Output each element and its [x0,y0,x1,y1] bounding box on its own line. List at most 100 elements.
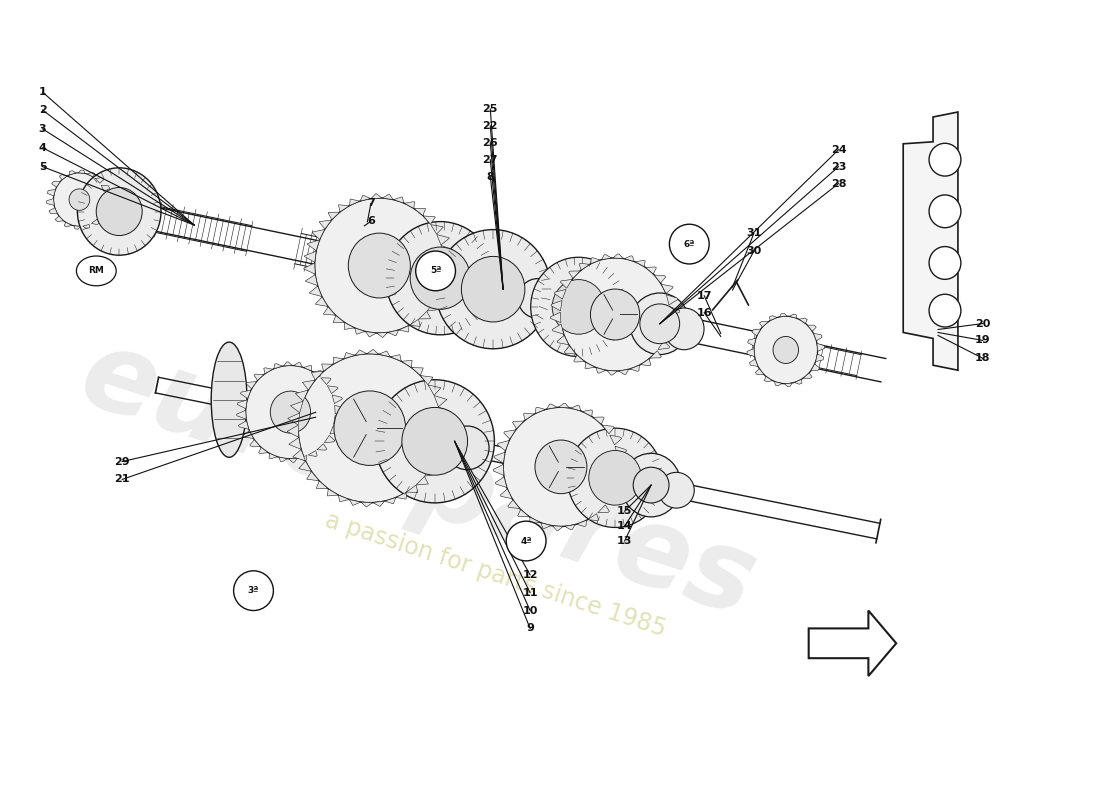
Polygon shape [312,370,322,377]
Polygon shape [807,325,816,331]
Ellipse shape [233,571,274,610]
Polygon shape [784,383,792,386]
Polygon shape [748,338,756,346]
Ellipse shape [315,198,444,333]
Polygon shape [236,410,246,419]
Polygon shape [613,254,623,258]
Text: 4ª: 4ª [520,537,532,546]
Polygon shape [407,485,418,493]
Polygon shape [350,199,360,206]
Polygon shape [552,324,563,334]
Polygon shape [409,319,420,326]
Ellipse shape [375,380,494,503]
Ellipse shape [416,251,455,290]
Ellipse shape [560,258,670,371]
Polygon shape [288,458,297,462]
Polygon shape [668,318,679,329]
Polygon shape [606,494,618,504]
Ellipse shape [410,247,471,310]
Polygon shape [238,400,248,409]
Polygon shape [646,267,657,274]
Text: 13: 13 [617,536,632,546]
Polygon shape [59,174,67,180]
Polygon shape [243,430,253,438]
Polygon shape [541,522,551,529]
Polygon shape [636,260,645,266]
Polygon shape [752,329,761,336]
Polygon shape [513,421,524,429]
Ellipse shape [402,407,468,475]
Polygon shape [396,492,406,499]
Polygon shape [328,386,338,394]
Polygon shape [287,425,299,438]
Polygon shape [903,112,958,370]
Polygon shape [344,353,355,358]
Polygon shape [799,318,807,323]
Text: eurospares: eurospares [68,320,769,639]
Polygon shape [431,455,444,466]
Polygon shape [658,341,670,350]
Ellipse shape [76,256,117,286]
Polygon shape [383,194,393,199]
Text: 3ª: 3ª [248,586,260,595]
Ellipse shape [461,257,525,322]
Polygon shape [394,197,404,203]
Polygon shape [321,364,333,371]
Ellipse shape [621,454,681,517]
Polygon shape [493,465,504,475]
Polygon shape [564,525,575,530]
Polygon shape [344,322,354,330]
Polygon shape [607,370,617,375]
Text: 22: 22 [483,121,498,131]
Polygon shape [284,362,293,366]
Polygon shape [74,226,80,229]
Polygon shape [815,354,824,362]
Polygon shape [817,343,825,351]
Ellipse shape [591,289,640,340]
Polygon shape [388,330,398,336]
Polygon shape [803,373,812,378]
Polygon shape [96,178,103,183]
Ellipse shape [930,294,961,327]
Polygon shape [330,426,340,434]
Polygon shape [564,346,576,354]
Polygon shape [278,457,287,462]
Polygon shape [293,450,306,461]
Polygon shape [443,257,455,268]
Polygon shape [328,212,340,220]
Text: 11: 11 [522,588,538,598]
Polygon shape [557,335,569,345]
Polygon shape [323,307,336,315]
Polygon shape [582,410,593,417]
Polygon shape [304,366,311,371]
Ellipse shape [659,472,694,508]
Polygon shape [427,302,440,311]
Polygon shape [390,354,402,362]
Polygon shape [304,263,316,274]
Polygon shape [367,350,378,354]
Polygon shape [747,349,755,357]
Polygon shape [78,170,85,174]
Polygon shape [264,368,273,374]
Polygon shape [571,406,581,411]
Polygon shape [596,367,606,373]
Ellipse shape [773,337,799,363]
Polygon shape [518,510,529,517]
Text: 9: 9 [526,623,534,634]
Ellipse shape [334,391,406,466]
Polygon shape [101,186,110,191]
Polygon shape [811,364,819,371]
Polygon shape [319,220,331,229]
Polygon shape [774,382,782,386]
Polygon shape [790,314,796,318]
Ellipse shape [245,366,336,458]
Text: 23: 23 [830,162,846,172]
Text: 26: 26 [483,138,498,148]
Ellipse shape [436,230,551,349]
Text: a passion for parts since 1985: a passion for parts since 1985 [321,508,669,642]
Polygon shape [439,407,451,419]
Polygon shape [494,452,505,463]
Text: 1: 1 [39,87,46,97]
Polygon shape [308,450,317,457]
Polygon shape [333,415,343,424]
